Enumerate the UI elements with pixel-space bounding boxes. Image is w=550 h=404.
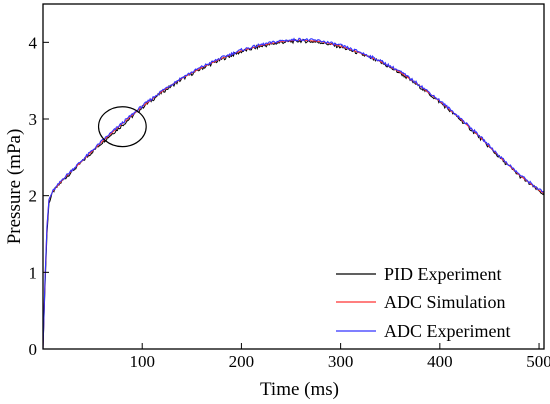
y-tick-label: 2: [29, 187, 38, 206]
series-line-pid-experiment: [42, 38, 545, 350]
y-tick-label: 4: [29, 33, 38, 52]
x-tick-label: 300: [328, 352, 354, 371]
y-tick-label: 1: [29, 263, 38, 282]
annotation-circle: [97, 106, 147, 148]
legend-label: ADC Experiment: [384, 321, 510, 341]
x-tick-label: 400: [427, 352, 453, 371]
y-tick-label: 0: [29, 340, 38, 359]
ticks-layer: 100 200 300 400 500 0 1 2 3 4: [29, 33, 550, 371]
x-tick-label: 200: [229, 352, 255, 371]
y-axis-label: Pressure (mPa): [4, 129, 25, 245]
y-tick-label: 3: [29, 110, 38, 129]
series-layer: [42, 37, 545, 350]
legend: PID Experiment ADC Simulation ADC Experime…: [336, 264, 510, 341]
plot-frame: [42, 3, 545, 350]
series-line-adc-experiment: [42, 37, 545, 350]
x-axis-label: Time (ms): [260, 379, 339, 400]
legend-label: PID Experiment: [384, 264, 501, 284]
legend-label: ADC Simulation: [384, 292, 506, 312]
x-tick-label: 100: [129, 352, 155, 371]
x-tick-label: 500: [526, 352, 550, 371]
